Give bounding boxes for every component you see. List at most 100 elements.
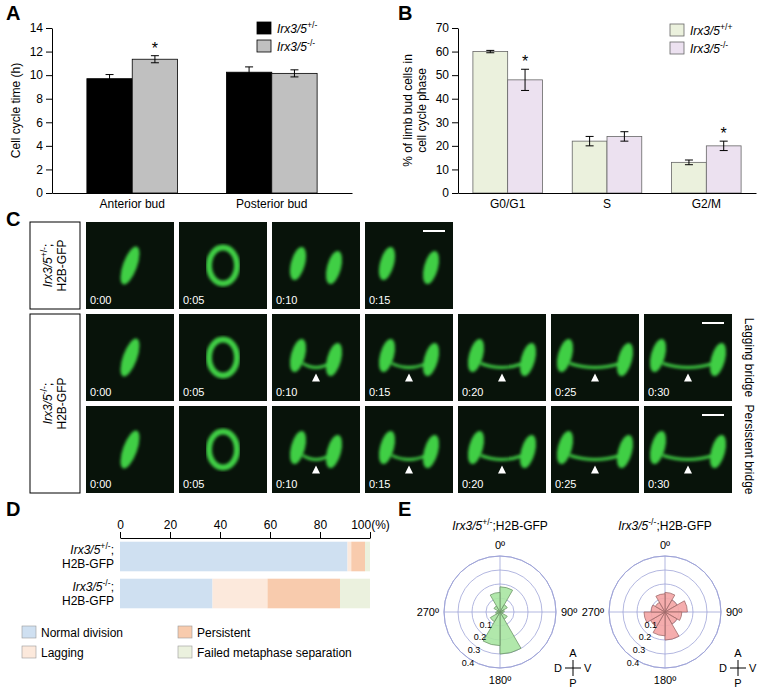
y-axis-line [458, 29, 459, 194]
frame-background [179, 222, 267, 309]
x-tick: 20 [164, 518, 178, 538]
y-tick-label: 8 [36, 92, 43, 106]
legend-label: Irx3/5+/+ [690, 22, 733, 38]
scale-bar [423, 230, 445, 232]
x-tick: G2/M [692, 193, 721, 211]
row-label: Irx3/5-/-;H2B-GFP [39, 377, 69, 429]
y-tick-mark [46, 99, 52, 100]
rose-wedge [490, 592, 500, 612]
bar [607, 136, 642, 193]
y-tick: 14 [30, 21, 52, 35]
rose-wedge [665, 601, 687, 612]
timestamp: 0:30 [648, 478, 669, 490]
error-stem [249, 67, 250, 78]
chromatin [117, 428, 144, 470]
error-bar [685, 160, 693, 165]
frame-background [272, 314, 360, 401]
x-tick-mark [170, 532, 171, 538]
chromatin [209, 248, 237, 284]
x-tick: 40 [214, 518, 228, 538]
radial-tick-label: 0.2 [474, 632, 487, 642]
x-tick-label: G0/G1 [490, 197, 526, 211]
frame-background [644, 406, 732, 493]
compass-label: P [734, 677, 741, 689]
compass-label: P [569, 677, 576, 689]
micrograph-frame: 0:05 [179, 406, 267, 493]
frame-background [644, 314, 732, 401]
rose-wedge [500, 587, 513, 612]
legend-label: Normal division [41, 626, 123, 640]
y-tick: 10 [436, 163, 458, 177]
y-tick-label: 10 [30, 68, 44, 82]
bar-segment [365, 542, 370, 572]
bar [672, 162, 707, 193]
error-cap [521, 90, 529, 91]
frame-background [86, 314, 174, 401]
timestamp: 0:05 [183, 386, 204, 398]
y-axis: 02468101214 [30, 21, 53, 200]
error-cap [620, 141, 628, 142]
angular-tick-label: 270º [582, 606, 604, 618]
angular-tick-label: 180º [489, 674, 511, 686]
chromatin [287, 245, 345, 285]
y-tick-mark [46, 28, 52, 29]
chromatin [647, 337, 729, 377]
panel-label: D [6, 498, 20, 520]
y-tick-label: 30 [436, 116, 450, 130]
chart-title: Irx3/5+/-;H2B-GFP [452, 517, 548, 533]
stacked-bar-chart: 020406080100(%)Irx3/5+/-;H2B-GFPIrx3/5-/… [22, 518, 390, 660]
compass: APDV [554, 647, 592, 689]
scale-bar [702, 414, 724, 416]
timestamp: 0:10 [276, 478, 297, 490]
panel-label: B [398, 2, 412, 24]
chromatin [209, 432, 237, 468]
significance-label: * [522, 53, 528, 70]
x-axis: 020406080100(%) [117, 518, 390, 539]
panel-label: A [6, 2, 20, 24]
error-cap [720, 150, 728, 151]
arrowhead [591, 466, 599, 474]
timestamp: 0:00 [90, 386, 111, 398]
micrograph-frame: 0:00 [86, 222, 174, 309]
arrowhead [405, 466, 413, 474]
bar-segment [268, 579, 341, 609]
y-tick-mark [452, 75, 458, 76]
chromatin [209, 340, 237, 376]
compass-line [573, 660, 574, 676]
y-tick: 4 [36, 139, 52, 153]
polar-chart: 0.10.20.30.40º90º180º270º [417, 539, 578, 686]
angular-tick-label: 0º [660, 539, 670, 551]
y-tick-mark [46, 146, 52, 147]
rose-wedge [665, 612, 679, 640]
legend-item: Normal division [22, 626, 123, 640]
chromatin [287, 429, 345, 469]
chromatin [376, 429, 442, 469]
frame-background [272, 406, 360, 493]
bar [226, 72, 271, 193]
y-tick-mark [452, 52, 458, 53]
x-tick-label: 40 [214, 518, 228, 532]
x-tick: G0/G1 [490, 193, 526, 211]
polar-frame [444, 556, 556, 668]
row-side-label: Persistent bridge [742, 404, 756, 494]
bar [572, 141, 607, 193]
error-cap [290, 76, 298, 77]
x-tick-mark [270, 532, 271, 538]
panel-label: E [398, 498, 411, 520]
legend: Normal divisionLaggingPersistentFailed m… [22, 626, 352, 660]
arrowhead [498, 374, 506, 382]
error-stem [688, 160, 689, 165]
micrograph-frame: 0:10 [272, 406, 360, 493]
angular-tick-label: 270º [417, 606, 439, 618]
legend-swatch [670, 24, 684, 36]
frame-background [365, 406, 453, 493]
row-label-box [30, 222, 80, 309]
timestamp: 0:25 [555, 386, 576, 398]
chromatin [376, 337, 442, 377]
legend-swatch [22, 626, 36, 638]
timestamp: 0:10 [276, 386, 297, 398]
error-bar [245, 67, 253, 78]
legend-label: Irx3/5-/- [277, 38, 315, 54]
legend-swatch [670, 42, 684, 54]
error-cap [151, 62, 159, 63]
